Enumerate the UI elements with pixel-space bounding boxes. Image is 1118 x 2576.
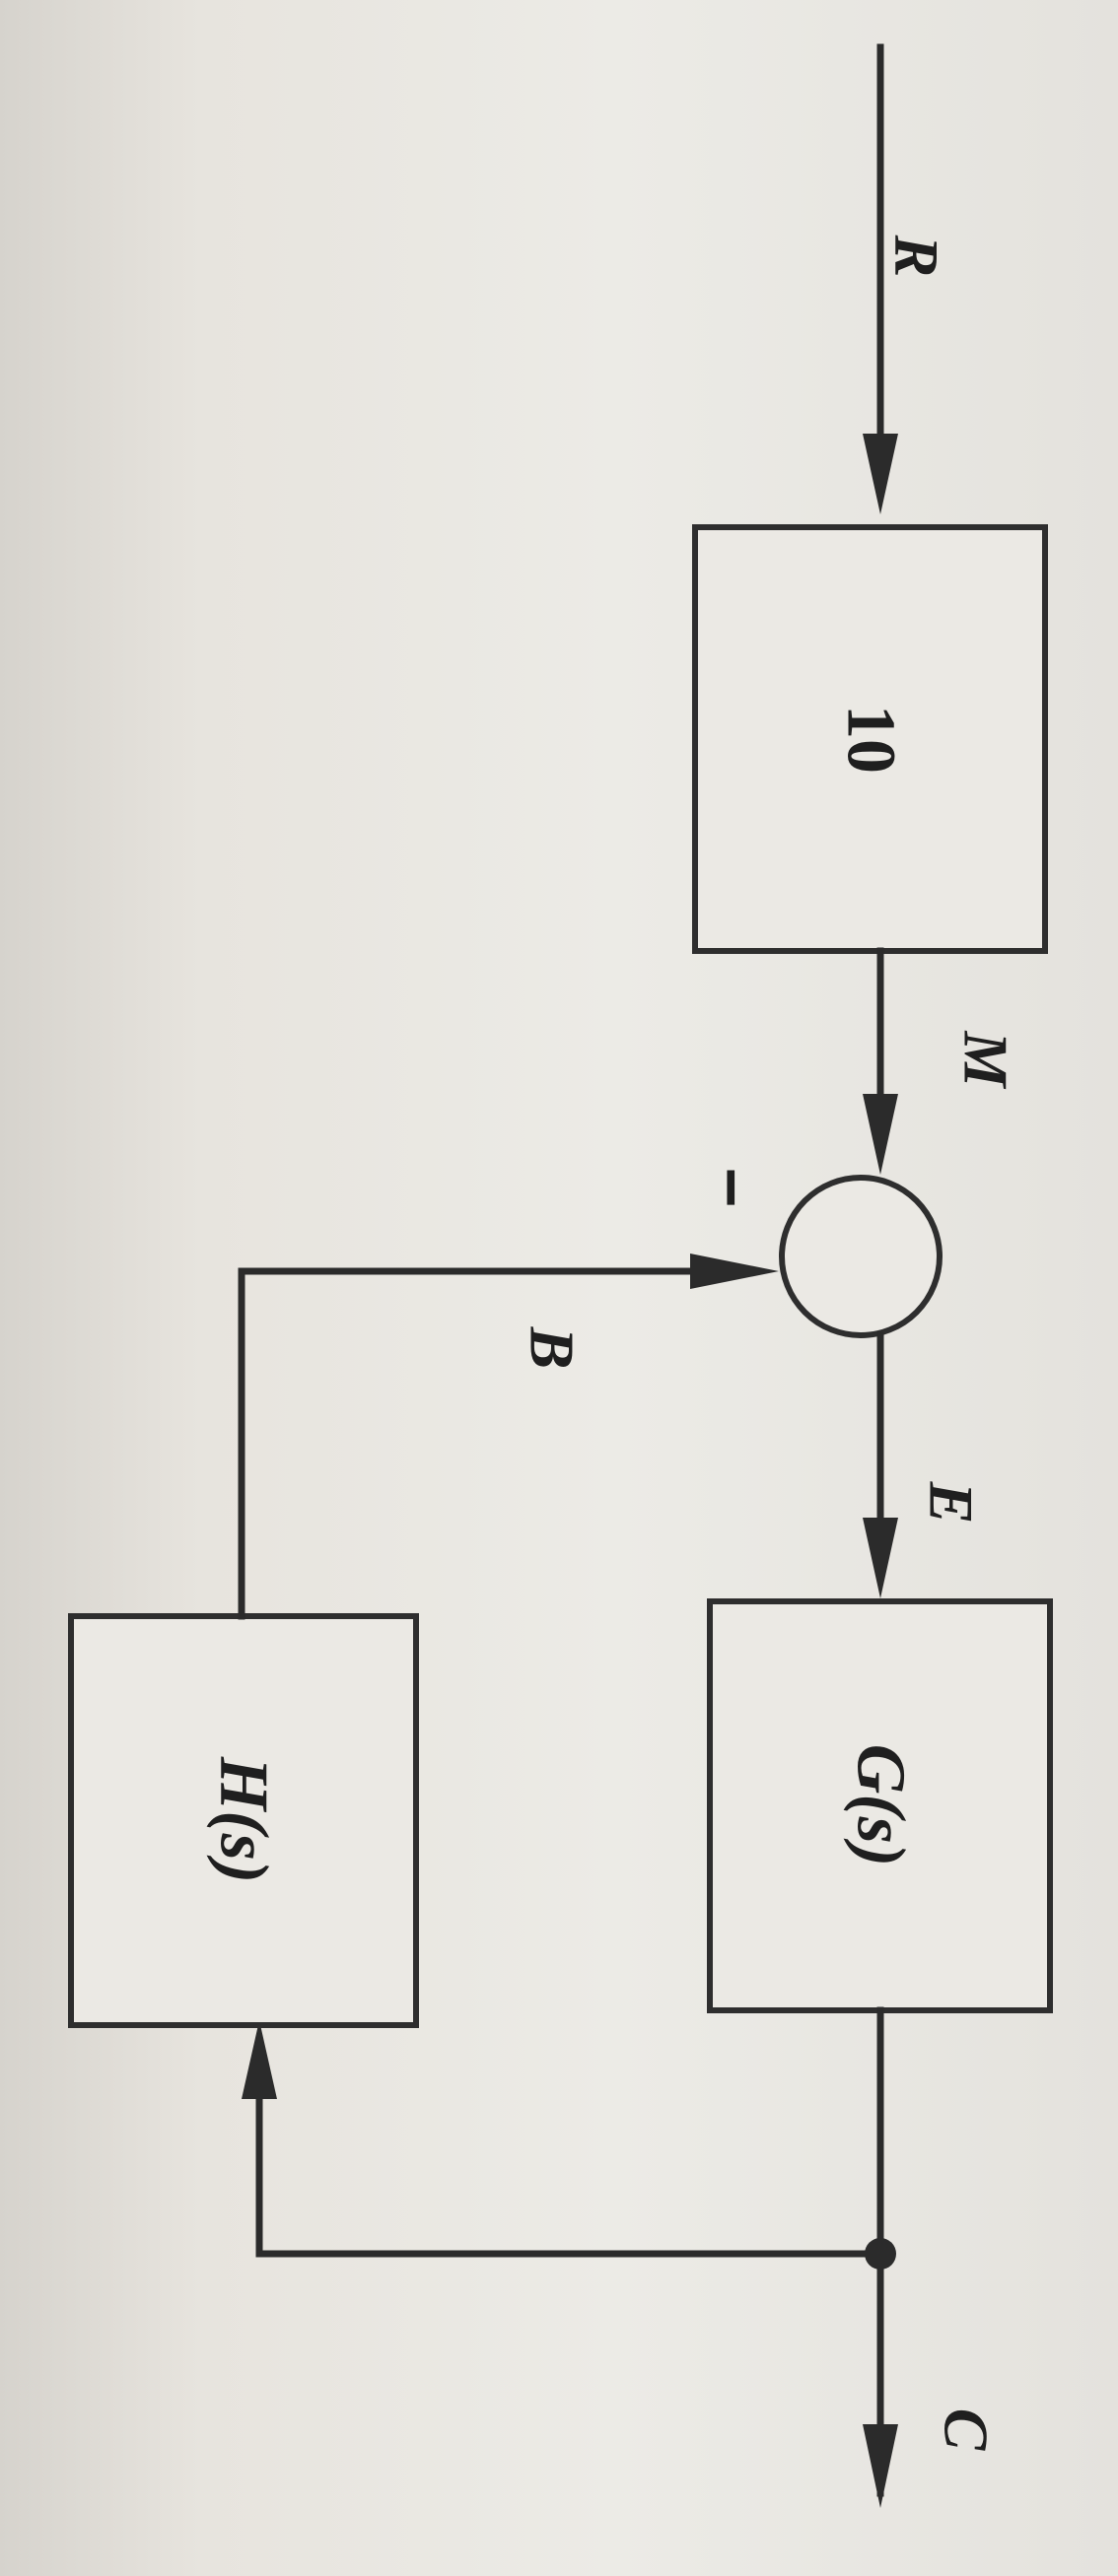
feedback-to-sum-arrow <box>690 1254 779 1289</box>
signal-label-r: R <box>882 235 952 278</box>
summing-junction <box>779 1175 943 1338</box>
feedback-block-arrow <box>242 2020 277 2099</box>
sum-to-forward-arrow <box>863 1518 898 1598</box>
output-arrow <box>863 2424 898 2508</box>
signal-label-c: C <box>932 2408 1002 2452</box>
signal-label-b: B <box>518 1326 588 1370</box>
forward-block-label: G(s) <box>843 1744 919 1866</box>
gain-block-label: 10 <box>833 705 909 774</box>
gain-block <box>692 524 1048 954</box>
input-arrow <box>863 434 898 514</box>
signal-label-e: E <box>917 1481 987 1525</box>
forward-block <box>707 1598 1053 2013</box>
signal-label-m: M <box>951 1031 1021 1090</box>
feedback-block-label: H(s) <box>206 1756 282 1883</box>
gain-to-sum-arrow <box>863 1094 898 1175</box>
feedback-sign: − <box>693 1168 770 1208</box>
